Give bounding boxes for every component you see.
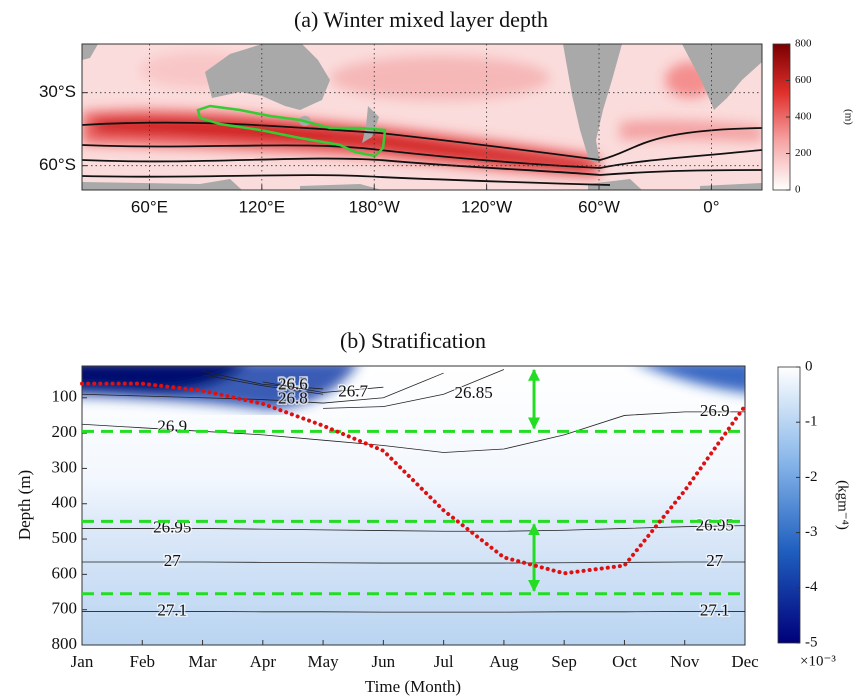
contour-line xyxy=(82,372,444,404)
mld-line xyxy=(80,381,747,576)
colorbar-tick-label: 400 xyxy=(795,111,812,123)
x-tick-label: Mar xyxy=(188,652,217,671)
colorbar-tick-label: 0 xyxy=(795,184,801,196)
land xyxy=(82,44,762,190)
colorbar-tick-label: -4 xyxy=(805,579,818,595)
x-tick-label: 60°E xyxy=(131,197,168,216)
contour-line xyxy=(82,525,745,532)
chart-title: (a) Winter mixed layer depth xyxy=(294,7,548,32)
colorbar-label: (m) xyxy=(842,109,854,125)
colorbar-tick-label: -2 xyxy=(805,469,818,485)
contour-label: 27.1 xyxy=(157,600,187,619)
y-tick-label: 800 xyxy=(52,634,78,653)
contour-label: 26.6 xyxy=(278,375,308,394)
field-shading xyxy=(82,366,745,410)
colorbar-tick-label: -5 xyxy=(805,634,818,650)
y-tick-label: 400 xyxy=(52,493,78,512)
x-tick-label: Jul xyxy=(434,652,454,671)
contour-label: 27 xyxy=(164,551,182,570)
x-tick-label: Jun xyxy=(372,652,396,671)
y-tick-label: 500 xyxy=(52,528,78,547)
plot-frame xyxy=(81,365,746,646)
contour-line xyxy=(262,381,384,393)
contour-line xyxy=(82,411,745,453)
x-tick-label: 120°W xyxy=(461,197,512,216)
contour-label: 26.85 xyxy=(455,383,493,402)
field-background xyxy=(82,366,745,645)
y-tick-label: 600 xyxy=(52,563,78,582)
contour-label: 27.1 xyxy=(700,600,730,619)
x-tick-label: Feb xyxy=(130,652,156,671)
chart-title: (b) Stratification xyxy=(340,328,486,353)
colorbar-tick-label: 600 xyxy=(795,74,812,86)
y-tick-label: 200 xyxy=(52,422,78,441)
map-field xyxy=(82,44,762,190)
x-tick-label: 180°W xyxy=(349,197,400,216)
contour-label: 26.7 xyxy=(338,381,368,400)
colorbar xyxy=(777,366,801,644)
x-tick-label: May xyxy=(308,652,340,671)
contour-label: 26.8 xyxy=(278,388,308,407)
region-outline xyxy=(196,104,387,158)
x-tick-label: 0° xyxy=(703,197,719,216)
y-tick-label: 30°S xyxy=(39,82,76,101)
contour-line xyxy=(202,374,324,395)
colorbar-tick-label: -3 xyxy=(805,524,818,540)
colorbar-scale-label: ×10⁻³ xyxy=(800,653,836,669)
y-axis-label: Depth (m) xyxy=(15,470,34,540)
y-tick-label: 700 xyxy=(52,599,78,618)
x-tick-label: Oct xyxy=(612,652,637,671)
contour-label: 27 xyxy=(706,551,724,570)
contour-label: 26.95 xyxy=(696,516,734,535)
x-tick-label: Jan xyxy=(71,652,94,671)
y-tick-label: 60°S xyxy=(39,155,76,174)
y-tick-label: 300 xyxy=(52,457,78,476)
contour-label: 26.9 xyxy=(157,417,187,436)
colorbar-tick-label: 800 xyxy=(795,38,812,50)
colorbar-tick-label: 200 xyxy=(795,147,812,159)
contour-line xyxy=(82,611,745,613)
x-tick-label: Dec xyxy=(731,652,759,671)
colorbar-tick-label: -1 xyxy=(805,414,818,430)
contour-line xyxy=(202,370,324,390)
map-frame xyxy=(81,43,763,191)
x-tick-label: 60°W xyxy=(578,197,620,216)
stratification-field xyxy=(82,366,745,645)
contour-line xyxy=(323,369,505,409)
x-tick-label: Aug xyxy=(489,652,519,671)
x-tick-label: Apr xyxy=(250,652,277,671)
x-tick-label: Sep xyxy=(551,652,577,671)
x-tick-label: 120°E xyxy=(239,197,286,216)
contour-label: 26.9 xyxy=(700,401,730,420)
x-tick-label: Nov xyxy=(670,652,700,671)
contour-line xyxy=(82,561,745,564)
colorbar-label: (kgm⁻⁴) xyxy=(835,480,851,530)
x-axis-label: Time (Month) xyxy=(365,677,461,696)
y-tick-label: 100 xyxy=(52,387,78,406)
colorbar-tick-label: 0 xyxy=(805,358,813,374)
